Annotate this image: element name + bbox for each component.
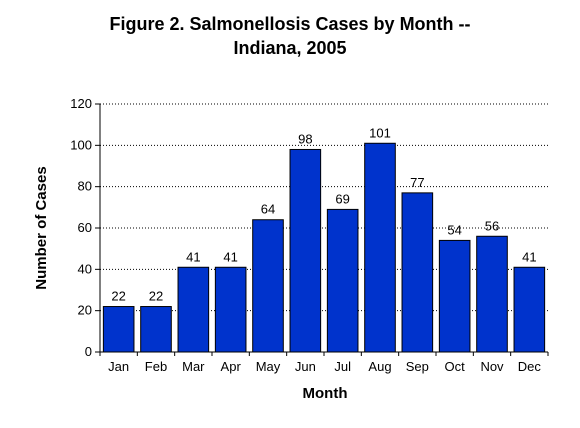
bar-jul <box>326 208 359 353</box>
y-tick-label: 80 <box>78 179 92 194</box>
bars <box>102 142 546 353</box>
data-label-nov: 56 <box>485 218 499 233</box>
bar-jan <box>102 306 135 353</box>
x-tick-label-feb: Feb <box>145 359 167 374</box>
axes <box>95 103 549 356</box>
chart-title-line-2: Indiana, 2005 <box>233 38 346 58</box>
bar-feb <box>140 306 172 353</box>
data-label-jul: 69 <box>335 191 349 206</box>
x-tick-labels: Jan Feb Mar Apr May Jun Jul Aug Sep Oct Nov Dec <box>108 359 541 374</box>
bar-nov <box>476 235 508 353</box>
bar-apr <box>214 266 247 353</box>
bar-aug <box>364 142 396 353</box>
data-label-mar: 41 <box>186 249 200 264</box>
data-label-jun: 98 <box>298 131 312 146</box>
x-tick-label-jun: Jun <box>295 359 316 374</box>
x-tick-label-jul: Jul <box>334 359 351 374</box>
y-tick-label: 120 <box>70 96 92 111</box>
data-label-may: 64 <box>261 202 275 217</box>
y-tick-labels: 0 20 40 60 80 100 120 <box>70 96 92 359</box>
x-axis-title: Month <box>303 385 348 402</box>
data-label-dec: 41 <box>522 249 536 264</box>
y-tick-label: 40 <box>78 261 92 276</box>
chart-title-line-1: Figure 2. Salmonellosis Cases by Month -… <box>109 14 470 34</box>
data-label-sep: 77 <box>410 175 424 190</box>
bar-dec <box>513 266 546 353</box>
data-labels: 22 22 41 41 64 98 69 101 77 54 56 41 <box>111 125 536 303</box>
data-label-jan: 22 <box>111 289 125 304</box>
data-label-oct: 54 <box>447 222 461 237</box>
bar-sep <box>401 192 434 353</box>
y-tick-label: 0 <box>85 344 92 359</box>
x-tick-label-oct: Oct <box>445 359 466 374</box>
x-tick-label-sep: Sep <box>406 359 429 374</box>
y-axis-title: Number of Cases <box>33 166 50 289</box>
x-tick-label-dec: Dec <box>518 359 542 374</box>
bar-mar <box>177 266 210 353</box>
y-tick-label: 100 <box>70 137 92 152</box>
x-tick-label-nov: Nov <box>480 359 504 374</box>
y-tick-label: 20 <box>78 303 92 318</box>
y-tick-label: 60 <box>78 220 92 235</box>
data-label-feb: 22 <box>149 289 163 304</box>
x-tick-label-apr: Apr <box>221 359 242 374</box>
data-label-apr: 41 <box>223 249 237 264</box>
x-tick-label-may: May <box>256 359 281 374</box>
bar-may <box>252 219 284 353</box>
data-label-aug: 101 <box>369 125 391 140</box>
x-tick-label-mar: Mar <box>182 359 205 374</box>
bar-oct <box>438 239 471 353</box>
x-tick-label-aug: Aug <box>368 359 391 374</box>
x-tick-label-jan: Jan <box>108 359 129 374</box>
bar-jun <box>289 148 322 353</box>
